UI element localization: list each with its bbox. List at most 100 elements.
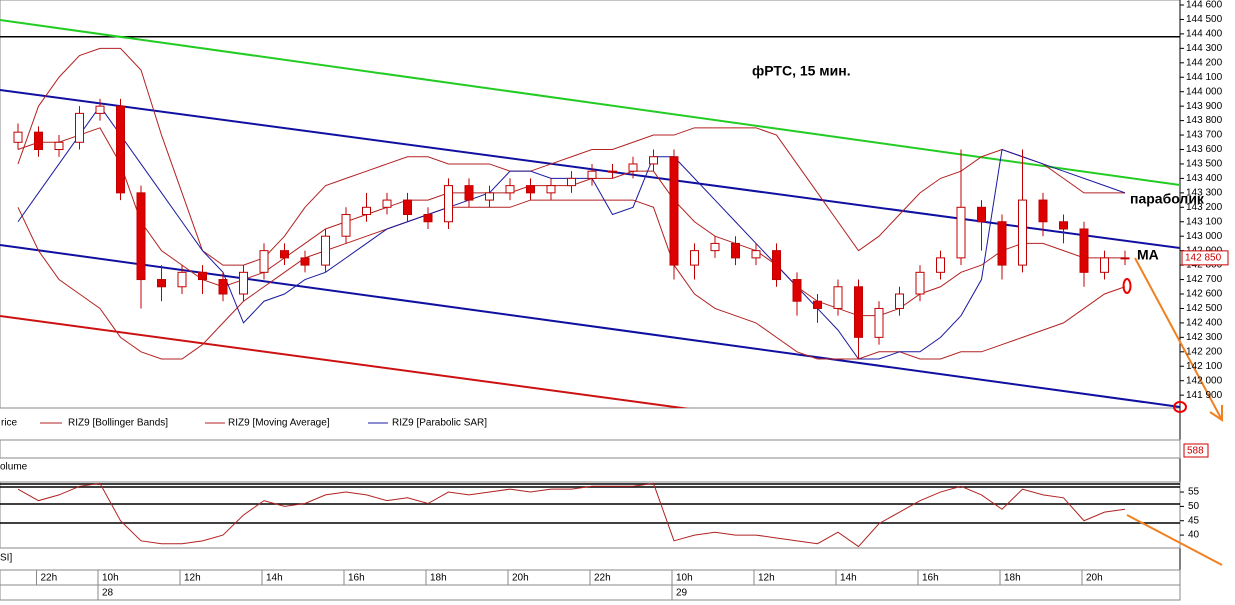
indicator-line (17, 199, 1126, 360)
y-tick-label: 141 900 (1186, 390, 1223, 401)
y-tick-label: 143 500 (1186, 159, 1223, 170)
x-tick-label: 14h (840, 573, 857, 584)
candle-body (157, 279, 166, 288)
candle-body (628, 163, 638, 172)
candle-body (423, 214, 433, 223)
candle-body (915, 271, 925, 295)
y-tick-label: 143 700 (1186, 130, 1223, 141)
volume-tag (1183, 443, 1209, 458)
y-tick-label: 143 100 (1186, 216, 1223, 227)
legend-label: RIZ9 [Parabolic SAR] (392, 418, 487, 429)
candle-body (505, 185, 515, 194)
candle-body (567, 177, 576, 187)
candle-body (485, 192, 494, 201)
rsi-line (17, 482, 1126, 548)
x-tick-label: 22h (41, 573, 58, 584)
y-tick-label: 142 000 (1186, 375, 1223, 386)
candle-body (198, 271, 207, 281)
candle-body (1059, 221, 1068, 230)
chart-title: фРТС, 15 мин. (752, 63, 851, 79)
candle-body (300, 257, 310, 266)
candle-body (280, 250, 289, 259)
candle-body (1038, 199, 1048, 223)
legend-label: RIZ9 [Bollinger Bands] (68, 418, 168, 429)
x-tick-label: 16h (348, 573, 365, 584)
candle-body (341, 214, 351, 237)
price-tag (1181, 250, 1229, 266)
candle-body (813, 300, 822, 309)
rsi-tick-label: 55 (1188, 487, 1200, 498)
candle-body (136, 192, 146, 281)
y-tick-label: 142 200 (1186, 346, 1223, 357)
x-tick-label: 22h (594, 573, 611, 584)
x-tick-label: 12h (758, 573, 775, 584)
x-tick-label: 18h (1004, 573, 1021, 584)
candle-body (464, 185, 474, 201)
x-tick-label: 14h (266, 573, 283, 584)
arrow (1126, 514, 1223, 566)
panel-label: SI] (0, 553, 12, 564)
legend-label: rice (1, 418, 18, 429)
candle-body (382, 199, 392, 208)
y-tick-label: 143 600 (1186, 144, 1223, 155)
candle-body (731, 242, 740, 259)
x-tick-label: 10h (676, 573, 693, 584)
y-tick-label: 143 900 (1186, 101, 1223, 112)
candle-body (34, 131, 43, 151)
marker (1173, 401, 1187, 413)
candle-body (772, 250, 781, 281)
y-tick-label: 143 300 (1186, 187, 1223, 198)
x-tick-label: 20h (1086, 573, 1103, 584)
candle-body (218, 279, 228, 295)
arrow-head (1209, 405, 1223, 422)
candle-body (1100, 257, 1109, 273)
candle-body (649, 156, 658, 165)
candle-body (997, 221, 1007, 266)
rsi-tick-label: 45 (1188, 515, 1200, 526)
candle-body (116, 105, 125, 194)
x-tick-label: 16h (922, 573, 939, 584)
candle-body (1018, 199, 1027, 266)
candle-body (75, 112, 84, 143)
candle-body (239, 271, 248, 295)
annotation: параболик (1130, 191, 1205, 207)
y-tick-label: 144 100 (1186, 72, 1223, 83)
candle-body (259, 250, 269, 273)
main-panel (0, 0, 1181, 409)
candle-body (669, 156, 679, 266)
annotation: MA (1137, 247, 1159, 263)
rsi-tick-label: 40 (1188, 530, 1200, 541)
candle-body (526, 185, 535, 194)
candle-body (874, 307, 884, 338)
candle-body (690, 250, 699, 266)
y-tick-label: 144 000 (1186, 86, 1223, 97)
y-tick-label: 142 700 (1186, 274, 1223, 285)
y-tick-label: 144 600 (1186, 0, 1223, 11)
candle-body (1079, 228, 1089, 273)
candle-body (321, 235, 330, 266)
y-tick-label: 142 300 (1186, 332, 1223, 343)
x-tick-label: 20h (512, 573, 529, 584)
volume-panel (0, 439, 1181, 459)
candle-body (833, 286, 843, 309)
candle-body (54, 141, 64, 150)
price-tag-label: 142 850 (1185, 253, 1222, 264)
candle-body (95, 105, 105, 114)
date-label: 29 (676, 588, 688, 599)
y-tick-label: 142 600 (1186, 289, 1223, 300)
candle-body (895, 293, 904, 309)
candle-body (587, 170, 597, 179)
x-tick-label: 10h (102, 573, 119, 584)
rsi-tick-label: 50 (1188, 501, 1200, 512)
candle-body (177, 271, 187, 288)
candle-body (444, 185, 453, 223)
candle-body (546, 185, 556, 194)
trendline (0, 244, 1180, 408)
candle-body (13, 131, 23, 143)
marker (1122, 278, 1132, 294)
legend-label: RIZ9 [Moving Average] (228, 418, 330, 429)
candle-body (751, 250, 761, 259)
y-tick-label: 143 400 (1186, 173, 1223, 184)
rsi-panel (0, 481, 1181, 549)
